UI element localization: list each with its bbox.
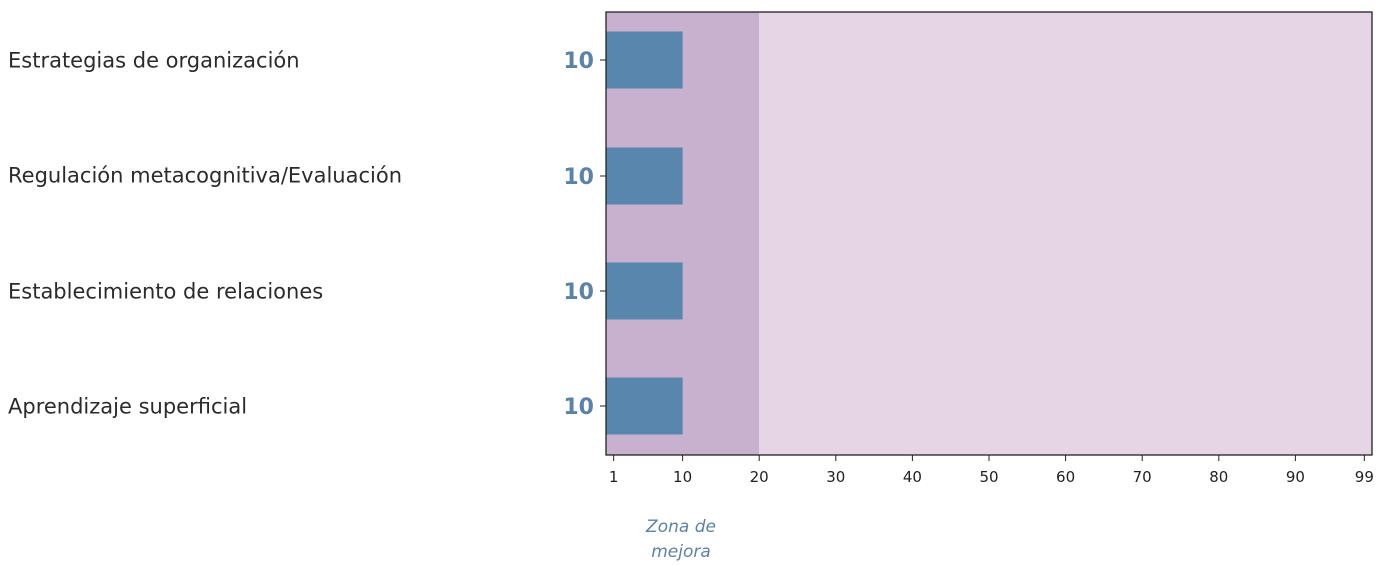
x-tick-label: 40 xyxy=(903,468,922,486)
bar xyxy=(606,147,683,205)
value-label: 10 xyxy=(563,165,594,190)
x-tick-label: 90 xyxy=(1286,468,1305,486)
bar xyxy=(606,31,683,89)
zone-annotation-line1: Zona de xyxy=(646,517,716,537)
x-tick-label: 70 xyxy=(1133,468,1152,486)
x-tick-label: 60 xyxy=(1056,468,1075,486)
x-tick-label: 80 xyxy=(1209,468,1228,486)
x-tick-label: 30 xyxy=(826,468,845,486)
value-label: 10 xyxy=(563,49,594,74)
zone-annotation-line2: mejora xyxy=(651,541,711,562)
zone-annotation: Zona de mejora xyxy=(611,515,751,564)
bar xyxy=(606,377,683,435)
bar xyxy=(606,262,683,320)
category-label: Estrategias de organización xyxy=(8,48,300,73)
zone-band-rest xyxy=(759,12,1372,455)
category-label: Establecimiento de relaciones xyxy=(8,279,324,304)
value-label: 10 xyxy=(563,395,594,420)
category-label: Aprendizaje superficial xyxy=(8,394,248,419)
x-tick-label: 20 xyxy=(750,468,769,486)
x-tick-label: 99 xyxy=(1355,468,1374,486)
x-tick-label: 50 xyxy=(979,468,998,486)
category-label: Regulación metacognitiva/Evaluación xyxy=(8,163,403,188)
value-label: 10 xyxy=(563,280,594,305)
x-tick-label: 10 xyxy=(673,468,692,486)
x-tick-label: 1 xyxy=(609,468,619,486)
